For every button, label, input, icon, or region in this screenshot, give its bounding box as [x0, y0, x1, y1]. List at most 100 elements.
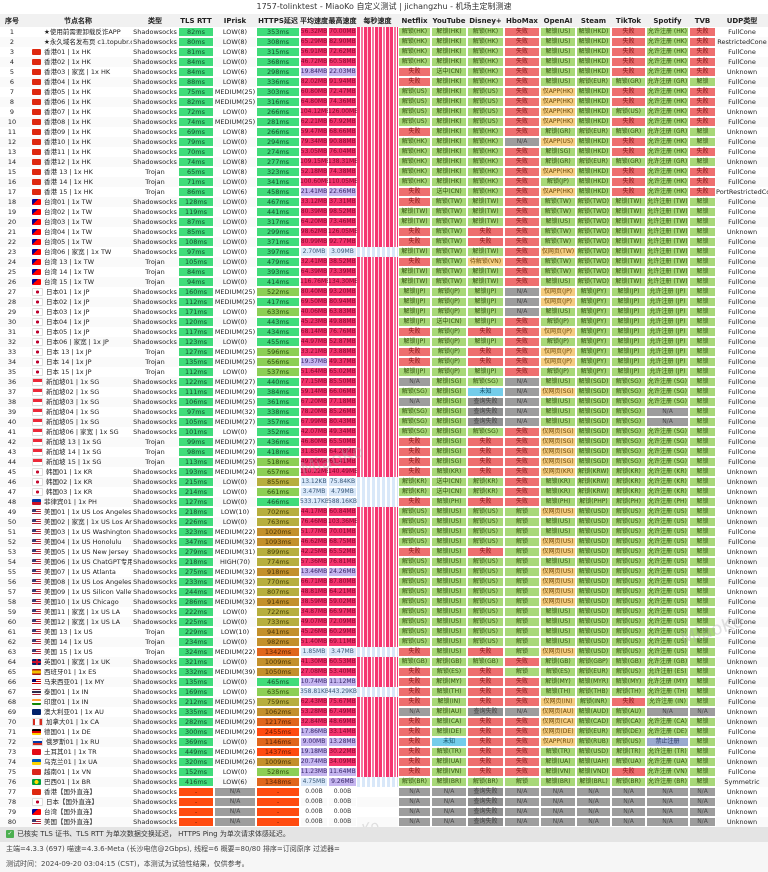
cell-seq: 52 — [7, 538, 17, 546]
cell-iprisk: MEDIUM(25) — [214, 328, 256, 336]
cell-https-latency: 733ms — [256, 617, 300, 627]
node-name-label: 香港05 | 1x HK — [44, 88, 91, 96]
cell-avg-speed: 53.28MB — [300, 707, 328, 717]
cell-avg-speed: 10.74MB — [300, 677, 328, 687]
cell-disney: 解锁(TW) — [467, 197, 504, 207]
cell-steam: 解锁(HKD) — [576, 27, 611, 37]
cell-youtube: N/A — [431, 817, 467, 827]
us-flag-icon — [32, 539, 41, 545]
cell-avg-speed: 53.05MB — [300, 147, 328, 157]
cell-youtube: 解锁(HK) — [431, 87, 467, 97]
cell-iprisk: LOW(0) — [222, 198, 248, 206]
node-name-label: 美国10 | 1x US Chicago — [44, 598, 119, 606]
node-name-label: 香港02 | 1x HK — [44, 58, 91, 66]
cell-max-speed: 73.39MB — [328, 267, 357, 277]
cell-seq: 73 — [7, 748, 17, 756]
cell-udp-type: PortRestrictedCone — [716, 188, 768, 196]
cell-tls-rtt: 85ms — [178, 227, 214, 237]
cell-tls-rtt: 335ms — [178, 707, 214, 717]
cell-disney: 解锁(US) — [467, 567, 504, 577]
cell-udp-type: FullCone — [728, 278, 756, 286]
cell-avg-speed: 65.29MB — [300, 37, 328, 47]
cell-udp-type: Unknown — [726, 508, 758, 516]
cell-node-name: 台湾 14 | 1x TW — [24, 267, 132, 277]
hk-flag-icon — [32, 159, 41, 165]
cell-netflix: 失败 — [398, 727, 431, 737]
cell-disney: 解锁(HK) — [467, 27, 504, 37]
cell-max-speed: 73.88MB — [328, 347, 357, 357]
cell-hbomax: 失败 — [504, 97, 540, 107]
cell-node-name: ★永久域名发布页 c1.topubr.com — [24, 37, 132, 47]
cell-https-latency: 1020ms — [256, 527, 300, 537]
cell-tvb: 解锁 — [689, 307, 716, 317]
cell-disney: 查询失败 — [467, 397, 504, 407]
cell-netflix: N/A — [398, 707, 431, 717]
cell-tls-rtt: 244ms — [178, 587, 214, 597]
cell-iprisk: MEDIUM(32) — [214, 578, 256, 586]
table-row: 76 巴西01 | 1x BR Shadowsocks 416ms LOW(6) 1348… — [0, 777, 768, 787]
cell-type: Shadowsocks — [133, 238, 177, 246]
cell-udp-type: FullCone — [728, 598, 756, 606]
cell-tvb: 解锁 — [689, 227, 716, 237]
cell-type: Shadowsocks — [133, 468, 177, 476]
cell-tls-rtt: 97ms — [178, 407, 214, 417]
cell-openai: 仅网页(US) — [540, 537, 576, 547]
cell-youtube: 解锁(SG) — [431, 457, 467, 467]
cell-netflix: 失败 — [398, 737, 431, 747]
cell-https-latency: 281ms — [256, 117, 300, 127]
cell-tvb: 解锁 — [689, 237, 716, 247]
cell-max-speed: 76.76MB — [328, 327, 357, 337]
cell-netflix: 解锁(JP) — [398, 317, 431, 327]
cell-udp-type: FullCone — [728, 648, 756, 656]
cell-tvb: 解锁 — [689, 247, 716, 257]
cell-tvb: 解锁 — [689, 197, 716, 207]
cell-netflix: 解锁(HK) — [398, 37, 431, 47]
cell-tiktok: 解锁(US) — [611, 577, 646, 587]
cell-iprisk: LOW(0) — [222, 248, 248, 256]
node-name-label: 香港06 | 1x HK — [44, 98, 91, 106]
cell-tiktok: 失败 — [611, 97, 646, 107]
cell-tvb: 失败 — [689, 147, 716, 157]
cell-seq: 72 — [7, 738, 17, 746]
cell-steam: 解锁(JPY) — [576, 357, 611, 367]
cell-udp-type: FullCone — [728, 608, 756, 616]
cell-disney: 失败 — [467, 497, 504, 507]
cell-netflix: 解锁(US) — [398, 107, 431, 117]
cell-spotify: 允许注册 (US) — [646, 577, 689, 587]
cell-speed-graph — [357, 727, 398, 737]
check-icon: ✓ — [6, 830, 14, 838]
cell-tiktok: 失败 — [611, 147, 646, 157]
cell-node-name: 美国10 | 1x US Chicago — [24, 597, 132, 607]
cell-seq: 8 — [9, 98, 15, 106]
cell-seq: 19 — [7, 208, 17, 216]
cell-openai: 解锁(TW) — [540, 267, 576, 277]
cell-openai: 解锁(UA) — [540, 757, 576, 767]
jp-flag-icon — [32, 798, 43, 806]
hk-flag-icon — [32, 89, 41, 95]
cell-youtube: 解锁(US) — [431, 527, 467, 537]
cell-disney: 失败 — [467, 547, 504, 557]
cell-netflix: 解锁(KR) — [398, 487, 431, 497]
cell-steam: N/A — [576, 817, 611, 827]
cell-spotify: 禁止注册 — [646, 737, 689, 747]
cell-speed-graph — [357, 357, 398, 367]
cell-max-speed: 90.88MB — [328, 137, 357, 147]
cell-avg-speed: 34.87MB — [300, 607, 328, 617]
cell-type: Shadowsocks — [133, 138, 177, 146]
cell-tls-rtt: 82ms — [178, 97, 214, 107]
cell-speed-graph — [357, 617, 398, 627]
cell-udp-type: FullCone — [728, 398, 756, 406]
cell-max-speed: 65.50MB — [328, 437, 357, 447]
cell-avg-speed: 0.00B — [300, 787, 328, 797]
cell-disney: 解锁(HK) — [467, 137, 504, 147]
cell-spotify: 允许注册 (US) — [646, 587, 689, 597]
cell-speed-graph — [357, 237, 398, 247]
cell-https-latency: 315ms — [256, 47, 300, 57]
cell-https-latency: 657ms — [256, 467, 300, 477]
cell-udp-type: FullCone — [728, 248, 756, 256]
cell-type: Trojan — [145, 258, 165, 266]
cell-hbomax: N/A — [504, 807, 540, 817]
cell-steam: 解锁(AUD) — [576, 707, 611, 717]
cell-type: Trojan — [145, 458, 165, 466]
cell-iprisk: LOW(0) — [222, 258, 248, 266]
